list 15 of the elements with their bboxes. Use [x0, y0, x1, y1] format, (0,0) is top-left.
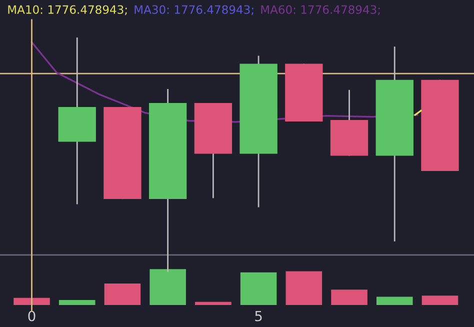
bar: [14, 298, 50, 305]
bar: [422, 296, 458, 305]
bar: [104, 283, 141, 305]
bar: [331, 290, 368, 305]
legend-label: MA30: 1776.478943;: [134, 5, 254, 16]
bar: [195, 302, 232, 305]
bar: [150, 269, 186, 305]
x-tick-label: 0: [28, 310, 36, 322]
bar: [240, 272, 277, 305]
text: MA10: 1776.478943;: [8, 5, 127, 16]
bar: [286, 271, 322, 305]
x-tick-label: 5: [255, 310, 262, 322]
bar: [58, 300, 96, 305]
text: MA60: 1776.478943;: [261, 5, 380, 16]
bar: [376, 296, 413, 305]
